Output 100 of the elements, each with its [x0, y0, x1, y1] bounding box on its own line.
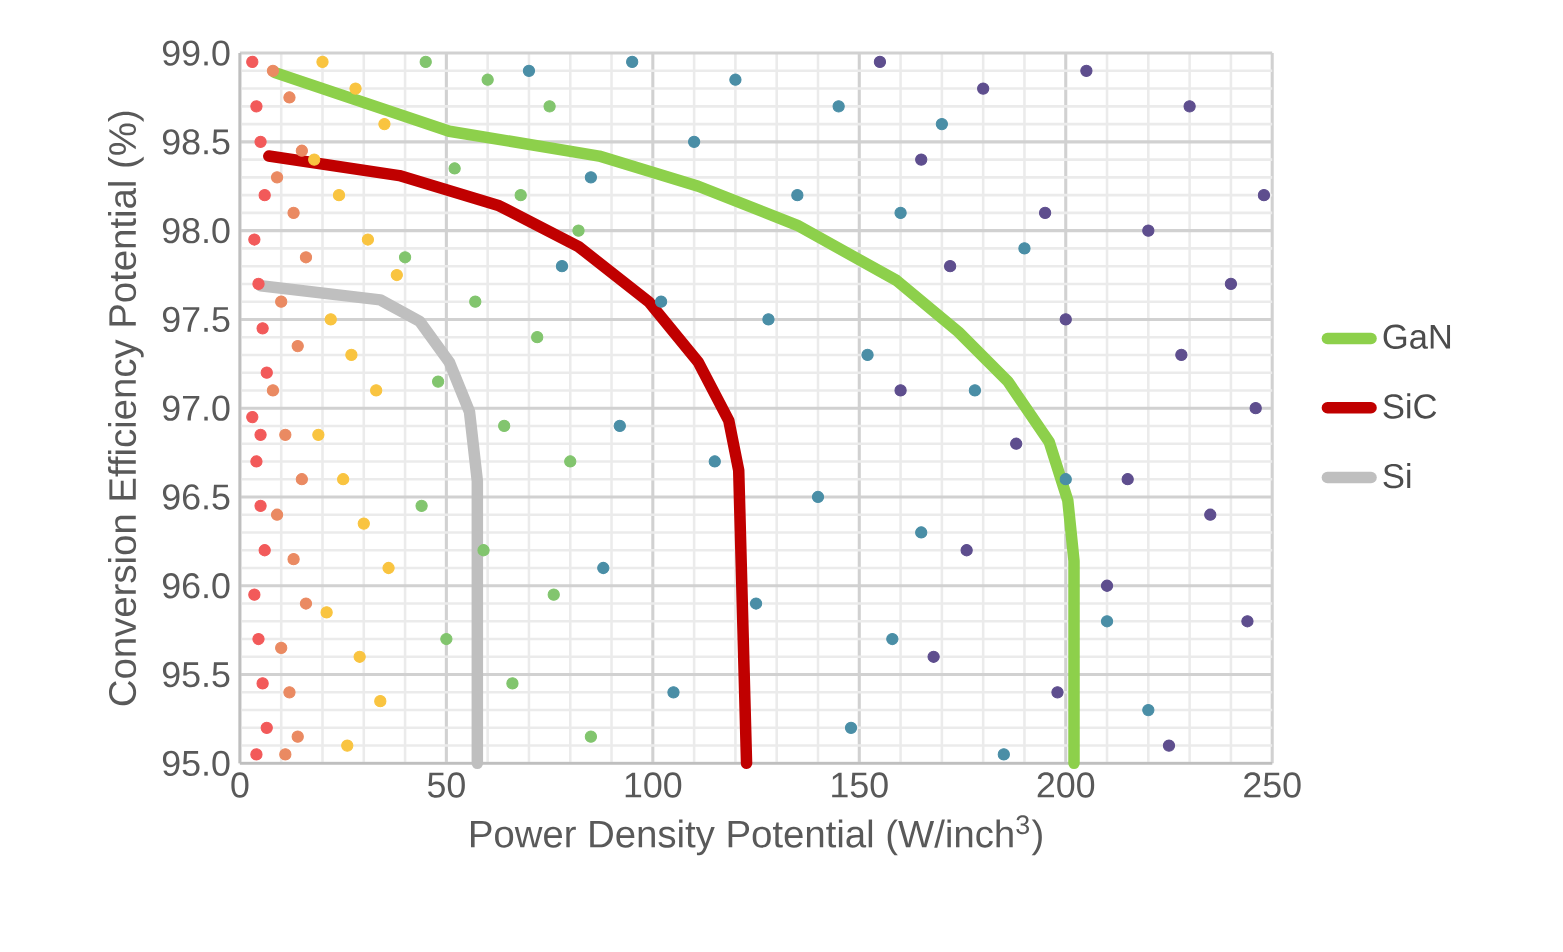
point	[260, 721, 273, 734]
point	[337, 472, 350, 486]
point	[1100, 614, 1114, 628]
point	[977, 82, 990, 95]
point	[498, 419, 511, 432]
x-tick-label: 50	[427, 772, 465, 798]
point	[667, 686, 680, 699]
point	[960, 543, 973, 557]
point	[275, 641, 288, 654]
point	[374, 694, 387, 708]
point	[1038, 206, 1052, 219]
point	[915, 153, 928, 166]
point	[357, 517, 370, 530]
point	[654, 295, 668, 308]
point	[687, 135, 701, 148]
point	[252, 277, 265, 290]
point	[246, 410, 259, 424]
point	[584, 730, 598, 743]
point	[1183, 100, 1196, 113]
point	[279, 428, 292, 441]
point	[469, 295, 482, 308]
point	[1142, 703, 1155, 717]
point	[291, 730, 304, 743]
point	[729, 73, 742, 86]
point	[1121, 472, 1134, 486]
x-axis-title: Power Density Potential (W/inch$^{3}$)	[471, 815, 1042, 856]
point	[287, 206, 300, 219]
point	[431, 375, 445, 388]
y-axis-title: Conversion Efficiency Potential (%)	[108, 111, 144, 706]
point	[283, 91, 296, 104]
point	[254, 428, 267, 441]
point	[415, 499, 428, 512]
point	[252, 632, 265, 645]
point	[832, 100, 845, 113]
point	[291, 339, 304, 353]
point	[626, 55, 639, 68]
point	[547, 588, 560, 601]
point	[275, 295, 288, 308]
point	[506, 677, 519, 690]
point	[258, 543, 271, 557]
point	[1249, 401, 1262, 415]
point	[555, 259, 569, 273]
point	[564, 455, 577, 468]
legend-label: GaN	[1383, 324, 1451, 349]
point	[332, 188, 346, 202]
point	[572, 224, 585, 237]
point	[324, 313, 337, 326]
point	[266, 64, 280, 77]
point	[968, 384, 982, 397]
y-tick-label: 98.0	[162, 217, 230, 244]
point	[378, 117, 391, 131]
y-tick-label: 95.0	[162, 750, 230, 776]
point	[250, 455, 263, 468]
legend-label: SiC	[1383, 393, 1437, 419]
point	[844, 721, 858, 734]
point	[522, 64, 536, 77]
point	[1204, 508, 1217, 521]
point	[279, 748, 292, 761]
y-tick-label: 96.0	[162, 572, 230, 599]
point	[1241, 614, 1254, 628]
point	[250, 748, 263, 761]
point	[873, 55, 887, 68]
point	[791, 188, 804, 202]
point	[316, 55, 329, 68]
point	[260, 366, 273, 379]
point	[1142, 224, 1155, 237]
y-tick-label: 98.5	[162, 129, 230, 155]
point	[382, 561, 395, 574]
point	[481, 73, 494, 86]
point	[1175, 348, 1188, 361]
point	[270, 171, 284, 184]
point	[894, 206, 907, 219]
point	[1059, 472, 1072, 486]
x-tick-label: 100	[625, 772, 682, 798]
point	[254, 135, 267, 148]
y-tick-label: 96.5	[162, 484, 230, 510]
point	[935, 117, 948, 131]
point	[345, 348, 358, 361]
point	[762, 313, 775, 326]
point	[250, 100, 263, 113]
point	[477, 543, 490, 557]
point	[254, 499, 267, 512]
point	[283, 686, 296, 699]
y-tick-label: 99.0	[162, 40, 230, 66]
point	[886, 632, 899, 645]
point	[440, 632, 453, 645]
point	[419, 55, 432, 68]
point	[915, 526, 928, 539]
point	[390, 268, 403, 281]
point	[353, 650, 366, 663]
point	[584, 171, 598, 184]
point	[295, 472, 308, 486]
point	[295, 144, 308, 157]
point	[1010, 437, 1023, 450]
point	[1257, 188, 1271, 202]
point	[361, 233, 375, 246]
point	[312, 428, 325, 441]
point	[749, 597, 763, 610]
point	[927, 650, 940, 663]
point	[1059, 313, 1072, 326]
